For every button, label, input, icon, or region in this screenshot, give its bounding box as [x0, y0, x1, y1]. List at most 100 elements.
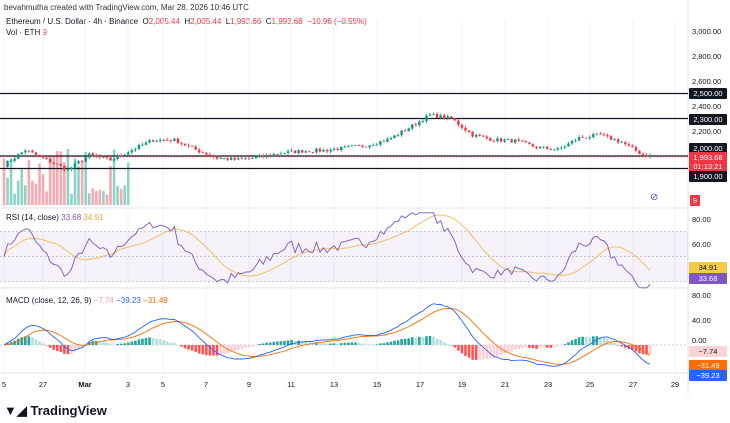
- candle-body: [364, 146, 368, 148]
- candle-body: [180, 143, 183, 145]
- macd-histogram-bar: [276, 341, 279, 345]
- candle-body: [80, 161, 84, 163]
- low-label: L: [225, 17, 231, 26]
- macd-histogram-bar: [244, 345, 247, 349]
- macd-histogram-bar: [190, 345, 194, 351]
- rsi-tick: 60.00: [692, 240, 711, 249]
- macd-histogram-bar: [414, 337, 418, 345]
- candle-body: [506, 139, 510, 140]
- macd-histogram-bar: [481, 345, 485, 360]
- candle-body: [205, 152, 208, 155]
- macd-histogram-bar: [513, 345, 517, 350]
- symbol-title[interactable]: Ethereum / U.S. Dollar · 4h · Binance: [6, 17, 139, 26]
- logo-text: TradingView: [30, 403, 107, 418]
- macd-histogram-bar: [584, 336, 588, 345]
- candle-body: [535, 146, 538, 149]
- macd-histogram-bar: [45, 345, 48, 346]
- macd-histogram-bar: [105, 342, 109, 345]
- volume-bar: [45, 191, 48, 205]
- macd-histogram-bar: [499, 345, 503, 356]
- candle-body: [56, 163, 59, 165]
- tradingview-logo[interactable]: ▼◢ TradingView: [4, 403, 107, 419]
- volume-bar: [34, 183, 38, 205]
- candle-body: [17, 154, 20, 159]
- candle-body: [45, 157, 48, 159]
- candle-body: [137, 145, 141, 150]
- candle-body: [382, 141, 386, 143]
- volume-bar: [16, 180, 20, 205]
- candle-body: [222, 158, 226, 159]
- level-tag: 2,000.00: [689, 143, 727, 154]
- volume-bar: [9, 158, 13, 205]
- candle-body: [428, 114, 432, 116]
- candle-body: [251, 158, 254, 159]
- candle-body: [325, 149, 329, 152]
- close-label: C: [265, 17, 272, 26]
- macd-histogram-bar: [27, 336, 31, 345]
- volume-bar: [109, 165, 112, 205]
- dividend-event-icon[interactable]: ⊘: [650, 192, 659, 203]
- macd-histogram-bar: [237, 345, 240, 351]
- macd-histogram-bar: [396, 340, 400, 345]
- candle-body: [446, 116, 449, 119]
- candle-body: [400, 130, 403, 135]
- date-tick: 11: [287, 380, 295, 389]
- volume-bar: [2, 158, 6, 205]
- candle-body: [425, 115, 428, 122]
- macd-histogram-bar: [620, 345, 623, 347]
- candle-body: [418, 121, 421, 126]
- macd-histogram-bar: [435, 338, 439, 345]
- candle-body: [183, 143, 187, 146]
- volume-bar: [13, 193, 16, 205]
- macd-histogram-bar: [364, 344, 368, 345]
- candle-body: [73, 163, 77, 168]
- macd-histogram-bar: [616, 345, 620, 346]
- volume-bar: [52, 155, 55, 205]
- candle-body: [102, 156, 105, 158]
- candle-body: [293, 150, 297, 154]
- macd-histogram-bar: [332, 343, 336, 345]
- rsi-legend: RSI (14, close) 33.68 34.91: [6, 213, 103, 222]
- date-tick: 9: [246, 380, 252, 389]
- candle-body: [290, 150, 293, 152]
- macd-histogram-bar: [173, 342, 176, 345]
- macd-histogram-bar: [24, 336, 27, 345]
- macd-histogram-bar: [439, 339, 442, 345]
- candle-body: [244, 158, 247, 160]
- macd-histogram-bar: [556, 345, 560, 347]
- candle-body: [265, 155, 268, 157]
- macd-histogram-bar: [418, 336, 421, 345]
- macd-histogram-bar: [545, 345, 549, 348]
- candle-body: [258, 155, 261, 157]
- macd-histogram-bar: [581, 336, 584, 345]
- rsi-line: [3, 212, 651, 289]
- macd-tag: −39.23: [689, 370, 727, 381]
- candle-body: [514, 139, 517, 143]
- candle-body: [70, 167, 73, 170]
- high-label: H: [184, 17, 191, 26]
- volume-bar: [55, 151, 59, 205]
- price-tick: 2,800.00: [692, 52, 722, 61]
- macd-histogram-bar: [77, 345, 80, 349]
- chart-credit: bevahmutha created with TradingView.com,…: [4, 3, 249, 12]
- candle-body: [41, 155, 45, 158]
- macd-histogram-bar: [158, 339, 162, 345]
- candle-body: [134, 149, 137, 151]
- candle-body: [648, 154, 652, 157]
- candle-body: [77, 161, 80, 164]
- volume-bar: [105, 194, 109, 205]
- candle-body: [585, 137, 588, 139]
- date-tick: 27: [38, 380, 48, 389]
- macd-title: MACD (close, 12, 26, 9): [6, 296, 92, 305]
- candle-body: [233, 157, 236, 160]
- current-price: 1,993.68: [693, 153, 723, 162]
- macd-histogram-bar: [517, 345, 521, 349]
- macd-value: −39.23: [116, 296, 141, 305]
- candle-body: [531, 144, 535, 147]
- candle-body: [379, 141, 382, 145]
- macd-histogram-bar: [16, 338, 20, 345]
- macd-histogram-bar: [315, 342, 318, 345]
- macd-histogram-bar: [595, 336, 599, 345]
- macd-histogram-bar: [116, 343, 119, 345]
